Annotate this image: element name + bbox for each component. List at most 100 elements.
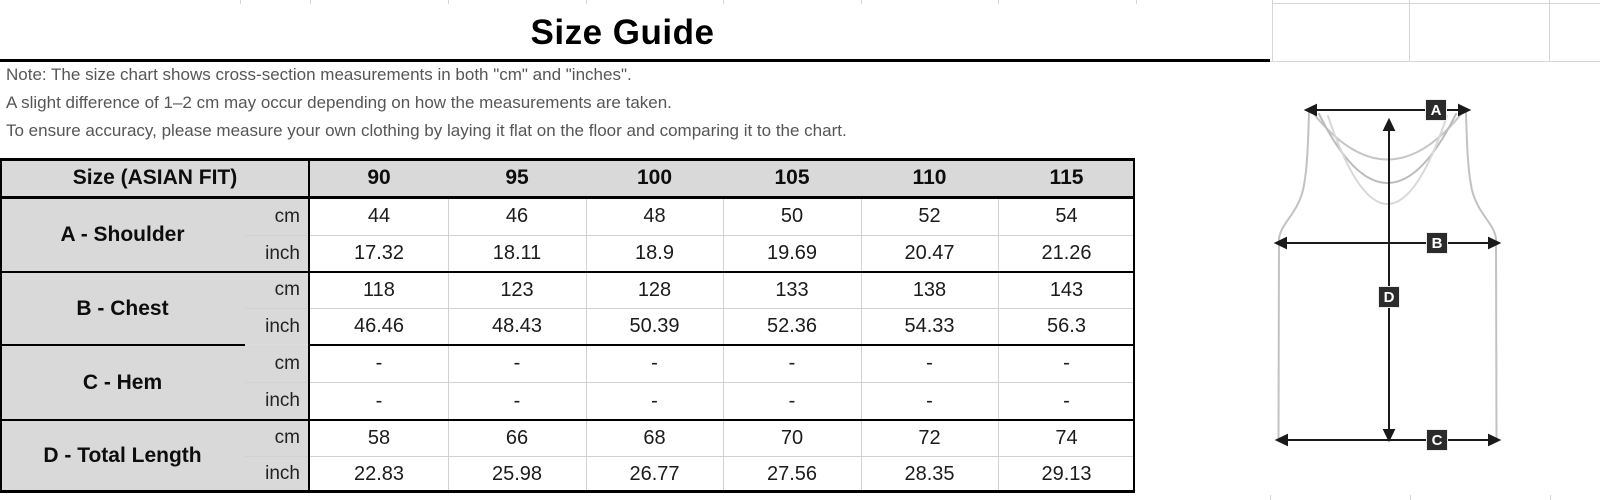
size-col-header: 90 xyxy=(367,166,391,189)
table-border xyxy=(310,343,1135,346)
table-header-band xyxy=(0,158,1135,198)
gridline-h xyxy=(1270,61,1600,62)
unit-label: cm xyxy=(274,205,300,227)
measure-label-box-c xyxy=(1426,429,1448,451)
size-col-header: 115 xyxy=(1049,166,1084,189)
value-cell: 22.83 xyxy=(353,462,405,485)
table-border xyxy=(1133,158,1135,493)
note-line: Note: The size chart shows cross-section… xyxy=(6,65,632,84)
table-border xyxy=(0,270,1135,273)
value-cell: 133 xyxy=(775,278,809,301)
arrowhead xyxy=(1488,236,1502,250)
value-cell: - xyxy=(788,389,796,412)
measure-label-box-b xyxy=(1426,232,1448,254)
shirt-right-outline xyxy=(1465,111,1498,441)
value-cell: 19.69 xyxy=(766,242,818,264)
table-border xyxy=(0,196,1135,199)
value-cell: 118 xyxy=(363,278,395,301)
value-cell: 48 xyxy=(643,205,666,227)
size-table: Size (ASIAN FIT) 90 95 100 105 110 115 A - Shou… xyxy=(0,158,1135,493)
grid-tick xyxy=(998,0,999,4)
unit-label: inch xyxy=(265,242,300,264)
grid-tick xyxy=(1410,495,1411,500)
measure-label-box-d xyxy=(1378,286,1400,308)
value-cell: 25.98 xyxy=(491,462,543,485)
arrowhead xyxy=(1382,117,1396,131)
value-cell: 18.11 xyxy=(492,242,542,264)
value-cell: 74 xyxy=(1055,426,1078,449)
title-underline xyxy=(0,59,1270,62)
value-cell: - xyxy=(1063,352,1070,374)
value-cell: 68 xyxy=(643,426,666,449)
size-col-header: 100 xyxy=(636,166,673,189)
gridline-v xyxy=(1272,0,1273,61)
value-cell: 52.36 xyxy=(766,315,818,337)
grid-tick xyxy=(861,0,862,4)
value-cell: - xyxy=(788,352,796,374)
value-cell: 18.9 xyxy=(635,242,674,264)
table-border xyxy=(0,490,1135,493)
value-cell: 20.47 xyxy=(904,242,955,264)
arrowhead xyxy=(1488,433,1502,447)
value-cell: 70 xyxy=(780,426,804,449)
value-cell: 72 xyxy=(918,426,941,449)
value-cell: - xyxy=(513,389,521,412)
value-cell: 48.43 xyxy=(491,315,543,337)
unit-label: cm xyxy=(274,279,300,300)
unit-label: cm xyxy=(274,352,300,374)
unit-label: inch xyxy=(265,463,300,484)
arrowhead xyxy=(1458,103,1472,117)
value-cell: 17.32 xyxy=(353,242,405,264)
value-cell: 50 xyxy=(780,205,804,227)
value-cell: 123 xyxy=(500,278,534,301)
note-line: To ensure accuracy, please measure your … xyxy=(6,121,847,140)
measure-label-d: D xyxy=(1384,289,1395,306)
cell-separator xyxy=(245,455,1133,457)
row-label: B - Chest xyxy=(76,296,169,320)
value-cell: 26.77 xyxy=(629,462,680,485)
grid-tick xyxy=(240,0,241,4)
grid-tick xyxy=(1136,0,1137,4)
measure-label-c: C xyxy=(1432,432,1443,449)
neckline-arc-outer xyxy=(1312,112,1463,161)
grid-tick xyxy=(448,0,449,4)
value-cell: 54.33 xyxy=(904,315,955,337)
table-border-gap xyxy=(245,344,310,345)
grid-tick xyxy=(310,0,311,4)
value-cell: - xyxy=(651,389,658,412)
note-line: A slight difference of 1–2 cm may occur … xyxy=(6,93,672,112)
measure-label-b: B xyxy=(1432,235,1443,252)
grid-tick xyxy=(1270,495,1271,500)
value-cell: - xyxy=(926,352,933,374)
grid-tick xyxy=(723,0,724,4)
gridline-v xyxy=(1409,0,1410,61)
unit-label: inch xyxy=(265,390,300,411)
value-cell: 50.39 xyxy=(629,315,680,337)
size-col-header: 110 xyxy=(912,166,947,189)
row-label: C - Hem xyxy=(82,370,163,394)
notes-block: Note: The size chart shows cross-section… xyxy=(6,61,847,145)
table-corner-header: Size (ASIAN FIT) xyxy=(72,166,238,189)
value-cell: - xyxy=(926,389,933,412)
table-border xyxy=(0,418,1135,421)
value-cell: 56.3 xyxy=(1047,315,1086,337)
size-col-header: 95 xyxy=(505,166,529,189)
value-cell: - xyxy=(375,352,383,374)
value-cell: 27.56 xyxy=(766,462,818,485)
table-border xyxy=(0,158,1135,161)
arrowhead xyxy=(1273,236,1287,250)
value-cell: - xyxy=(513,352,521,374)
arrowhead xyxy=(1382,429,1396,443)
table-border xyxy=(0,343,245,346)
cell-separator xyxy=(245,381,1133,383)
value-cell: 46 xyxy=(505,205,529,227)
gridline-h xyxy=(1272,3,1600,4)
gridline-v xyxy=(1549,0,1550,61)
value-cell: 21.26 xyxy=(1041,242,1092,264)
grid-tick xyxy=(586,0,587,4)
value-cell: 128 xyxy=(637,278,672,301)
unit-label: inch xyxy=(265,315,300,337)
measure-label-a: A xyxy=(1431,102,1442,119)
size-col-header: 105 xyxy=(774,166,810,189)
